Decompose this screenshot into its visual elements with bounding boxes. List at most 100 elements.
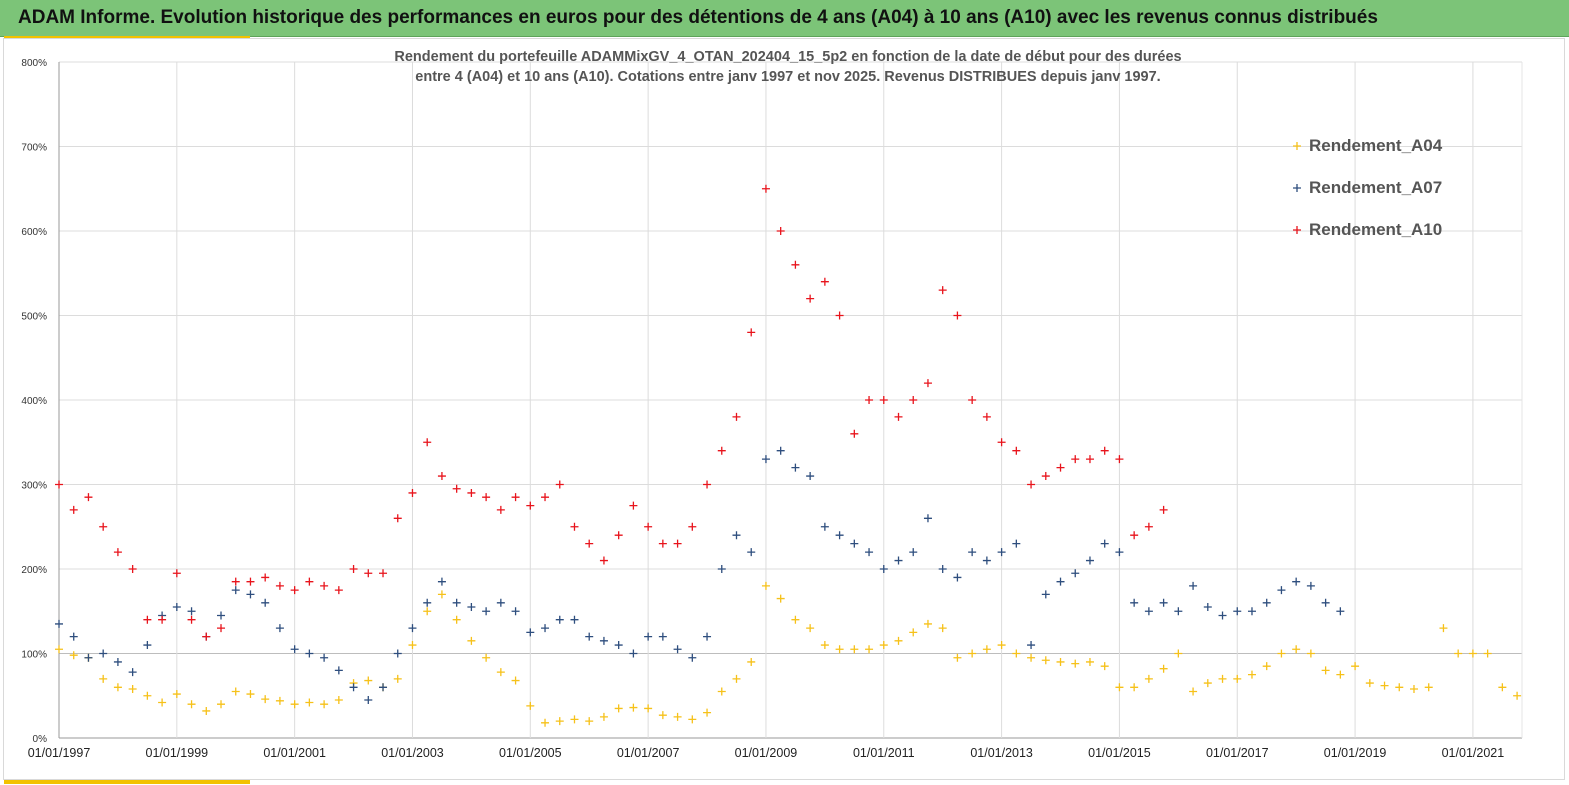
data-point	[732, 674, 741, 683]
data-point	[187, 615, 196, 624]
y-tick-label: 200%	[21, 565, 47, 576]
data-point	[1247, 670, 1256, 679]
data-point	[982, 556, 991, 565]
data-point	[1498, 683, 1507, 692]
data-point	[909, 628, 918, 637]
data-point	[334, 695, 343, 704]
data-point	[938, 286, 947, 295]
data-point	[747, 328, 756, 337]
data-point	[658, 632, 667, 641]
data-point	[1012, 539, 1021, 548]
data-point	[55, 645, 63, 654]
data-point	[172, 603, 181, 612]
data-point	[614, 531, 623, 540]
data-point	[820, 522, 829, 531]
data-point	[1100, 539, 1109, 548]
x-tick-label: 01/01/2017	[1206, 746, 1269, 760]
data-point	[850, 539, 859, 548]
data-point	[55, 480, 63, 489]
data-point	[968, 396, 977, 404]
data-point	[128, 684, 137, 693]
data-point	[909, 396, 918, 404]
data-point	[526, 628, 535, 637]
data-point	[644, 704, 653, 713]
x-tick-label: 01/01/2007	[617, 746, 680, 760]
data-point	[614, 641, 623, 650]
data-point	[570, 522, 579, 531]
y-tick-label: 800%	[21, 58, 47, 69]
legend-label: Rendement_A04	[1309, 136, 1443, 155]
data-point	[246, 690, 255, 699]
x-tick-label: 01/01/1997	[28, 746, 91, 760]
data-point	[158, 698, 167, 707]
data-point	[879, 565, 888, 573]
x-tick-label: 01/01/1999	[146, 746, 209, 760]
data-point	[1071, 659, 1080, 668]
data-point	[1085, 455, 1094, 464]
series-rendement-a10	[55, 184, 1168, 641]
data-point	[84, 653, 93, 662]
data-point	[688, 653, 697, 662]
data-point	[246, 590, 255, 599]
x-tick-label: 01/01/2001	[263, 746, 326, 760]
data-point	[113, 548, 122, 557]
data-point	[1380, 681, 1389, 690]
data-point	[187, 700, 196, 709]
legend-marker	[1293, 142, 1301, 150]
data-point	[334, 586, 343, 595]
data-point	[1218, 611, 1227, 620]
data-point	[393, 674, 402, 683]
x-tick-label: 01/01/2013	[970, 746, 1033, 760]
data-point	[688, 715, 697, 724]
data-point	[290, 586, 299, 595]
data-point	[1085, 657, 1094, 666]
y-tick-label: 500%	[21, 312, 47, 323]
data-point	[482, 653, 491, 662]
data-point	[69, 632, 78, 641]
data-point	[629, 649, 638, 658]
x-tick-label: 01/01/2021	[1442, 746, 1505, 760]
data-point	[452, 615, 461, 624]
data-point	[128, 668, 137, 677]
data-point	[865, 548, 874, 557]
data-point	[1468, 649, 1477, 658]
data-point	[997, 641, 1006, 650]
data-point	[658, 539, 667, 548]
legend-marker	[1293, 226, 1301, 234]
x-tick-label: 01/01/2003	[381, 746, 444, 760]
data-point	[938, 565, 947, 573]
title-banner: ADAM Informe. Evolution historique des p…	[0, 0, 1569, 37]
data-point	[1321, 598, 1330, 607]
data-point	[806, 294, 815, 303]
data-point	[1159, 505, 1168, 514]
data-point	[806, 624, 815, 633]
data-point	[69, 505, 78, 514]
data-point	[482, 493, 491, 502]
data-point	[1056, 577, 1065, 586]
data-point	[1306, 581, 1315, 590]
legend-marker	[1293, 184, 1301, 192]
data-point	[231, 687, 240, 696]
data-point	[629, 703, 638, 712]
data-point	[894, 636, 903, 645]
data-point	[320, 581, 329, 590]
data-point	[364, 695, 373, 704]
data-point	[1130, 598, 1139, 607]
data-point	[1454, 649, 1463, 658]
data-point	[1100, 446, 1109, 455]
data-point	[275, 696, 284, 705]
data-point	[879, 396, 888, 404]
data-point	[791, 260, 800, 269]
data-point	[275, 581, 284, 590]
data-point	[1174, 607, 1183, 616]
data-point	[1027, 480, 1036, 489]
data-point	[496, 668, 505, 677]
data-point	[776, 446, 785, 455]
data-point	[703, 632, 712, 641]
data-point	[688, 522, 697, 531]
data-point	[69, 651, 78, 660]
data-point	[1085, 556, 1094, 565]
data-point	[599, 556, 608, 565]
data-point	[496, 505, 505, 514]
data-point	[1292, 577, 1301, 586]
